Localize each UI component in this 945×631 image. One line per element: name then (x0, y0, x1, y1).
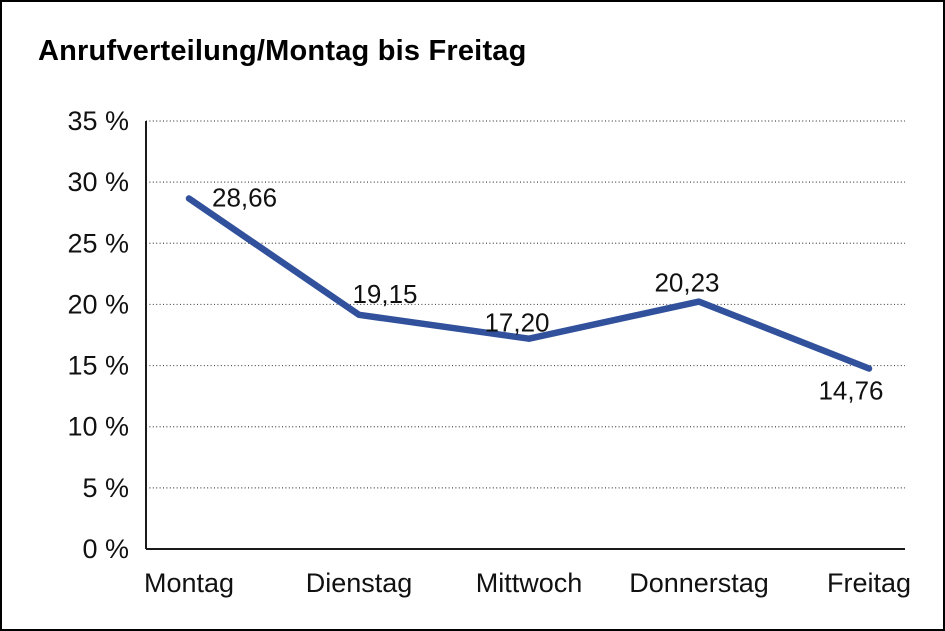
data-point-label: 14,76 (818, 376, 883, 406)
y-tick-label: 0 % (82, 534, 129, 564)
y-tick-label: 5 % (82, 473, 129, 503)
y-tick-label: 10 % (67, 412, 129, 442)
data-series-line (185, 195, 873, 372)
y-tick-label: 35 % (67, 106, 129, 136)
data-point-label: 20,23 (654, 268, 719, 298)
data-point-label: 19,15 (352, 279, 417, 309)
data-point-label: 17,20 (484, 308, 549, 338)
chart-title: Anrufverteilung/Montag bis Freitag (38, 35, 527, 67)
y-tick-label: 25 % (67, 228, 129, 258)
x-category-label: Donnerstag (629, 568, 769, 598)
y-tick-label: 15 % (67, 351, 129, 381)
x-category-label: Dienstag (306, 568, 413, 598)
y-tick-label: 30 % (67, 167, 129, 197)
x-category-label: Mittwoch (476, 568, 583, 598)
x-category-label: Freitag (827, 568, 911, 598)
x-category-label: Montag (144, 568, 234, 598)
y-tick-label: 20 % (67, 289, 129, 319)
data-point-label: 28,66 (212, 183, 277, 213)
